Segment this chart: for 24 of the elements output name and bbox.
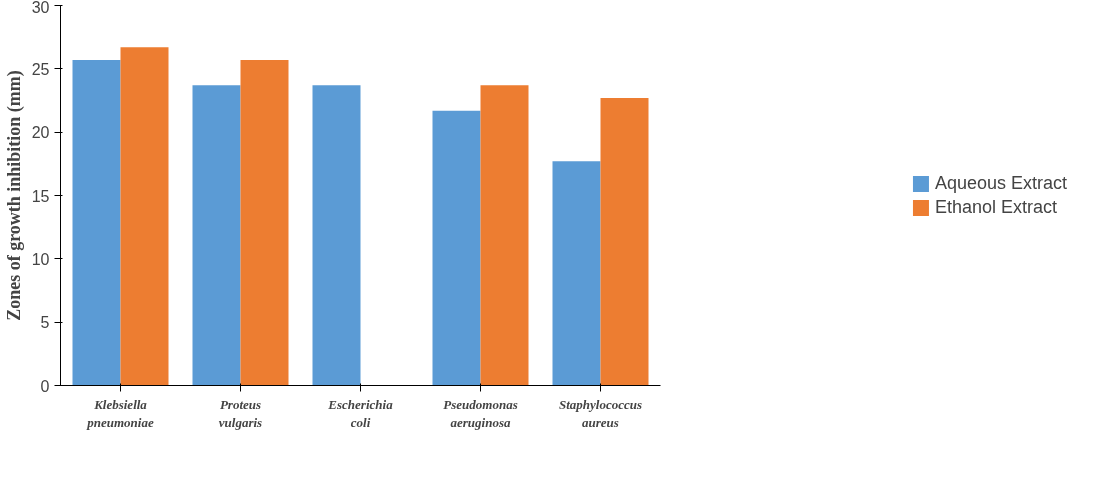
bar <box>432 110 481 386</box>
bar <box>120 47 169 386</box>
y-tick-label: 10 <box>31 250 50 268</box>
bar <box>312 85 361 386</box>
x-tick-label: Staphylococcus aureus <box>558 396 643 430</box>
bar <box>72 59 121 386</box>
bar <box>552 161 601 386</box>
x-tick-label: Pseudomonas aeruginosa <box>443 396 518 430</box>
bar <box>600 97 649 386</box>
x-tick-label: Escherichia coli <box>327 396 394 430</box>
bar <box>240 59 289 386</box>
legend-label: Aqueous Extract <box>934 172 1068 194</box>
y-tick-label: 5 <box>40 314 50 332</box>
y-tick-label: 20 <box>31 124 50 142</box>
y-tick-label: 25 <box>31 60 50 78</box>
bar <box>480 85 529 386</box>
y-tick-label: 30 <box>31 0 50 16</box>
y-axis-title: Zones of growth inhibition (mm) <box>3 70 25 321</box>
y-tick-label: 15 <box>31 187 50 205</box>
y-tick-label: 0 <box>40 377 50 395</box>
x-tick-label: Proteus vulgaris <box>218 396 263 430</box>
x-tick-label: Klebsiella pneumoniae <box>86 396 154 430</box>
legend-label: Ethanol Extract <box>934 196 1058 218</box>
bar <box>192 85 241 386</box>
